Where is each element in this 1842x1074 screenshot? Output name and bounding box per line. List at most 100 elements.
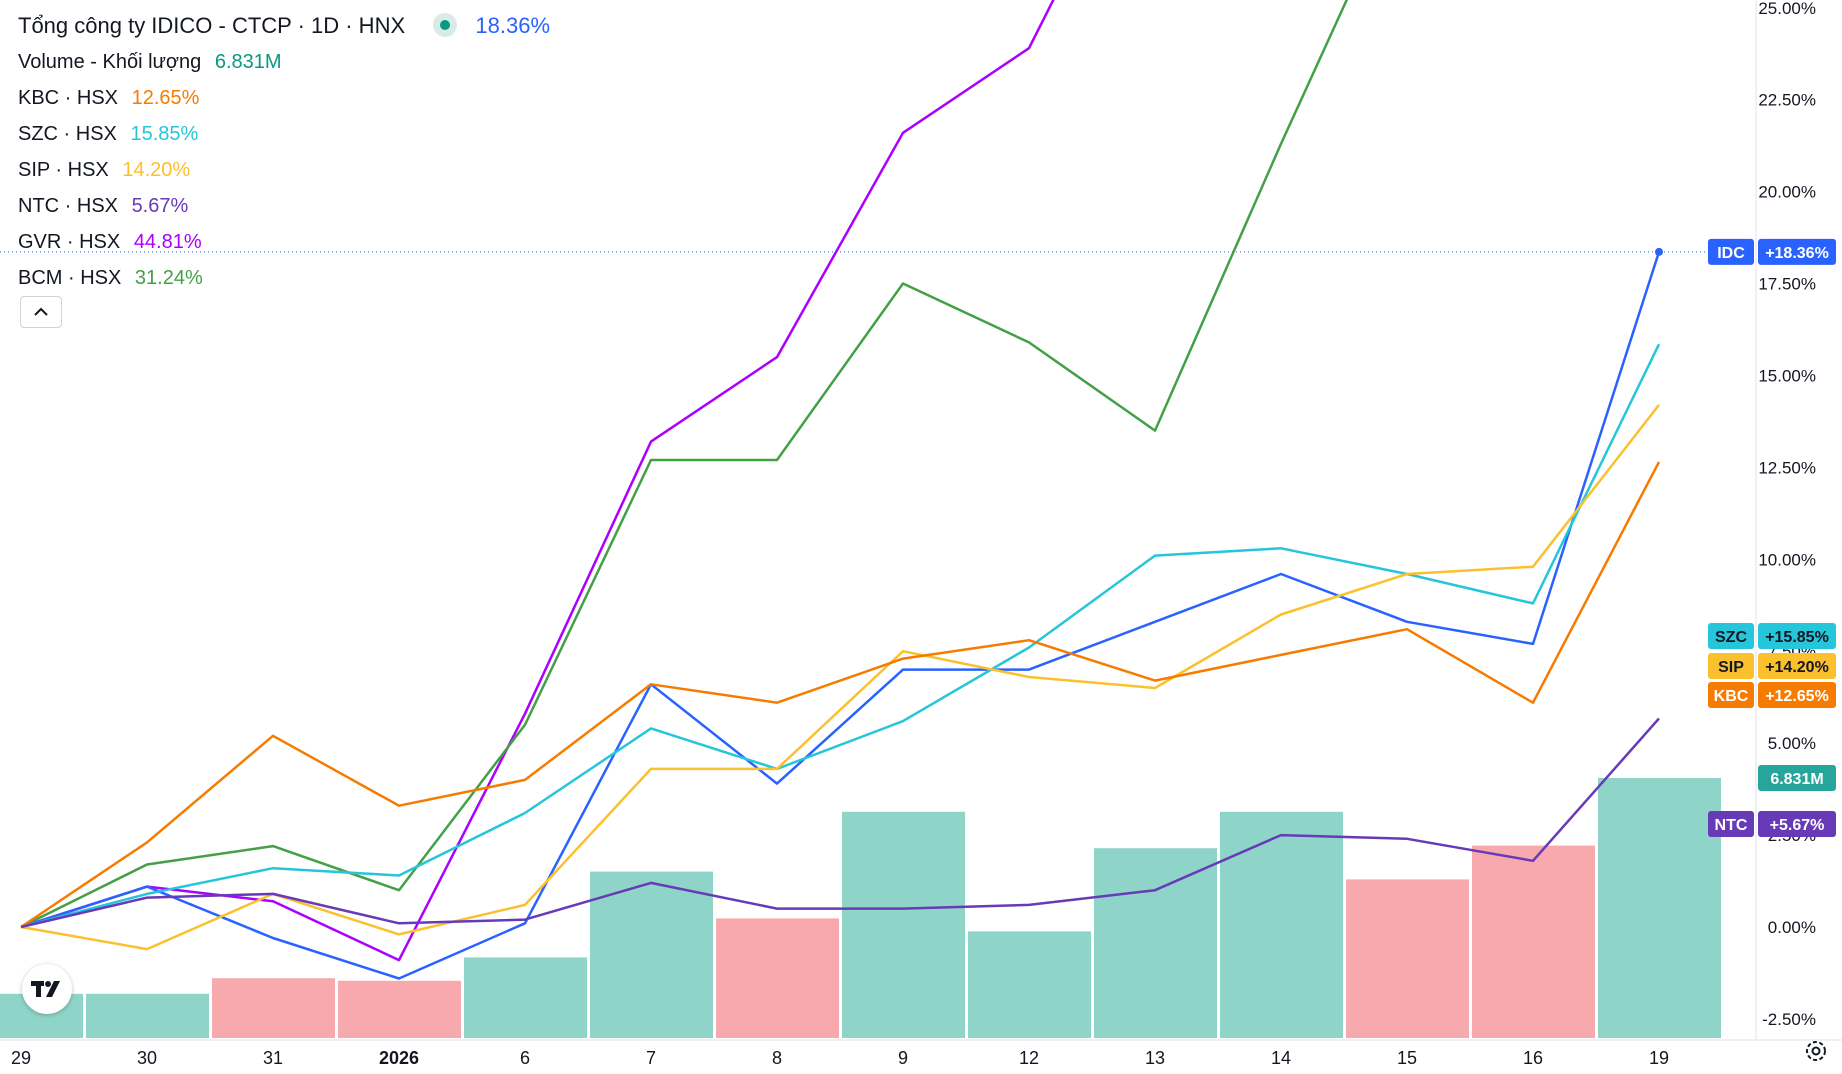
y-tick-label: 10.00% <box>1758 550 1816 569</box>
volume-bar <box>464 957 587 1038</box>
series-line-idc <box>20 251 1661 980</box>
x-tick-label: 14 <box>1271 1048 1291 1068</box>
volume-bar <box>842 811 965 1038</box>
legend-item-value: 44.81% <box>133 231 202 253</box>
x-tick-label: 29 <box>11 1048 31 1068</box>
legend: Tổng công ty IDICO - CTCP · 1D · HNX 18.… <box>18 8 550 296</box>
legend-item-kbc[interactable]: KBC · HSX 12.65% <box>18 80 550 116</box>
volume-bar <box>590 871 713 1038</box>
tradingview-logo-icon <box>31 981 60 997</box>
legend-item-label: KBC · HSX <box>18 87 119 109</box>
volume-bar <box>968 931 1091 1038</box>
legend-volume-row[interactable]: Volume - Khối lượng 6.831M <box>18 44 550 80</box>
value-tag-symbol: IDC <box>1717 245 1745 262</box>
series-line-sip <box>20 404 1660 951</box>
volume-layer <box>0 778 1721 1038</box>
x-tick-label: 6 <box>520 1048 530 1068</box>
last-point-marker <box>1655 247 1663 256</box>
volume-bar <box>1220 811 1343 1038</box>
legend-item-value: 5.67% <box>131 195 189 217</box>
series-line-kbc <box>20 461 1661 929</box>
x-tick-label: 30 <box>137 1048 157 1068</box>
value-tag-value: 6.831M <box>1770 771 1823 788</box>
legend-item-label: SZC · HSX <box>18 123 117 145</box>
x-tick-label: 7 <box>646 1048 656 1068</box>
y-tick-label: 5.00% <box>1768 734 1816 753</box>
market-status-icon <box>433 13 458 38</box>
value-tag-symbol-bg <box>1708 653 1754 679</box>
x-tick-label: 9 <box>898 1048 908 1068</box>
tradingview-logo[interactable] <box>22 964 72 1014</box>
collapse-legend-button[interactable] <box>20 296 62 328</box>
legend-item-value: 12.65% <box>131 87 200 109</box>
legend-item-value: 14.20% <box>122 159 191 181</box>
value-tag-symbol-bg <box>1708 682 1754 708</box>
legend-item-label: SIP · HSX <box>18 159 109 181</box>
value-tag-value: +14.20% <box>1765 659 1829 676</box>
value-tag-symbol: SZC <box>1715 629 1747 646</box>
value-tag-bg <box>1758 653 1836 679</box>
value-tag-value: +15.85% <box>1765 629 1829 646</box>
y-tick-label: 17.50% <box>1758 275 1816 294</box>
y-tick-label: 25.00% <box>1758 0 1816 18</box>
legend-title-value: 18.36% <box>475 13 551 38</box>
volume-bar <box>86 993 209 1038</box>
value-tag-symbol: SIP <box>1718 659 1744 676</box>
volume-bar <box>212 978 335 1038</box>
x-tick-label: 16 <box>1523 1048 1543 1068</box>
legend-item-label: BCM · HSX <box>18 267 122 289</box>
volume-bar <box>716 918 839 1038</box>
value-tag-symbol-bg <box>1708 623 1754 649</box>
legend-item-ntc[interactable]: NTC · HSX 5.67% <box>18 188 550 224</box>
series-line-bcm <box>20 0 1349 929</box>
value-tag-value: +5.67% <box>1770 817 1825 834</box>
chevron-up-icon <box>34 307 48 316</box>
value-tag: NTC +5.67% <box>1708 811 1836 837</box>
x-tick-label: 13 <box>1145 1048 1165 1068</box>
value-tag-bg <box>1758 765 1836 791</box>
legend-title-row[interactable]: Tổng công ty IDICO - CTCP · 1D · HNX 18.… <box>18 8 550 44</box>
value-tag-value: +18.36% <box>1765 245 1829 262</box>
y-tick-label: -2.50% <box>1762 1010 1816 1029</box>
volume-bar <box>1094 848 1217 1038</box>
series-line-szc <box>20 343 1661 929</box>
value-tag-bg <box>1758 238 1836 265</box>
legend-item-bcm[interactable]: BCM · HSX 31.24% <box>18 260 550 296</box>
gear-icon <box>1806 1041 1826 1061</box>
x-tick-label: 2026 <box>379 1048 419 1068</box>
legend-volume-value: 6.831M <box>214 51 282 73</box>
x-tick-label: 12 <box>1019 1048 1039 1068</box>
legend-item-szc[interactable]: SZC · HSX 15.85% <box>18 116 550 152</box>
value-tag: IDC +18.36% <box>1708 238 1836 265</box>
series-layer <box>20 0 1663 980</box>
value-tag: SZC +15.85% <box>1708 623 1836 649</box>
value-tag-symbol-bg <box>1708 811 1754 837</box>
chart-settings-button[interactable] <box>1802 1037 1830 1065</box>
value-tag-symbol: KBC <box>1714 688 1749 705</box>
volume-bar <box>338 980 461 1038</box>
legend-title: Tổng công ty IDICO - CTCP · 1D · HNX <box>18 13 406 38</box>
value-tag-symbol-bg <box>1708 238 1754 265</box>
tag-layer: GVR+44.81%BCM+31.24%IDC+18.36%SZC+15.85%… <box>1708 238 1836 837</box>
series-line-gvr <box>20 0 1055 962</box>
value-tag-symbol: NTC <box>1715 817 1748 834</box>
series-line-ntc <box>20 717 1660 929</box>
value-tag: SIP +14.20% <box>1708 653 1836 679</box>
legend-item-value: 31.24% <box>134 267 203 289</box>
legend-item-label: GVR · HSX <box>18 231 121 253</box>
legend-item-sip[interactable]: SIP · HSX 14.20% <box>18 152 550 188</box>
value-tag-bg <box>1758 682 1836 708</box>
value-tag-bg <box>1758 811 1836 837</box>
x-tick-label: 15 <box>1397 1048 1417 1068</box>
x-tick-label: 19 <box>1649 1048 1669 1068</box>
value-tag: 6.831M <box>1758 765 1836 791</box>
legend-item-gvr[interactable]: GVR · HSX 44.81% <box>18 224 550 260</box>
legend-volume-label: Volume - Khối lượng <box>18 51 202 73</box>
volume-bar <box>1472 845 1595 1038</box>
y-tick-label: 12.50% <box>1758 458 1816 477</box>
legend-item-label: NTC · HSX <box>18 195 118 217</box>
y-tick-label: 15.00% <box>1758 366 1816 385</box>
y-tick-label: 0.00% <box>1768 918 1816 937</box>
